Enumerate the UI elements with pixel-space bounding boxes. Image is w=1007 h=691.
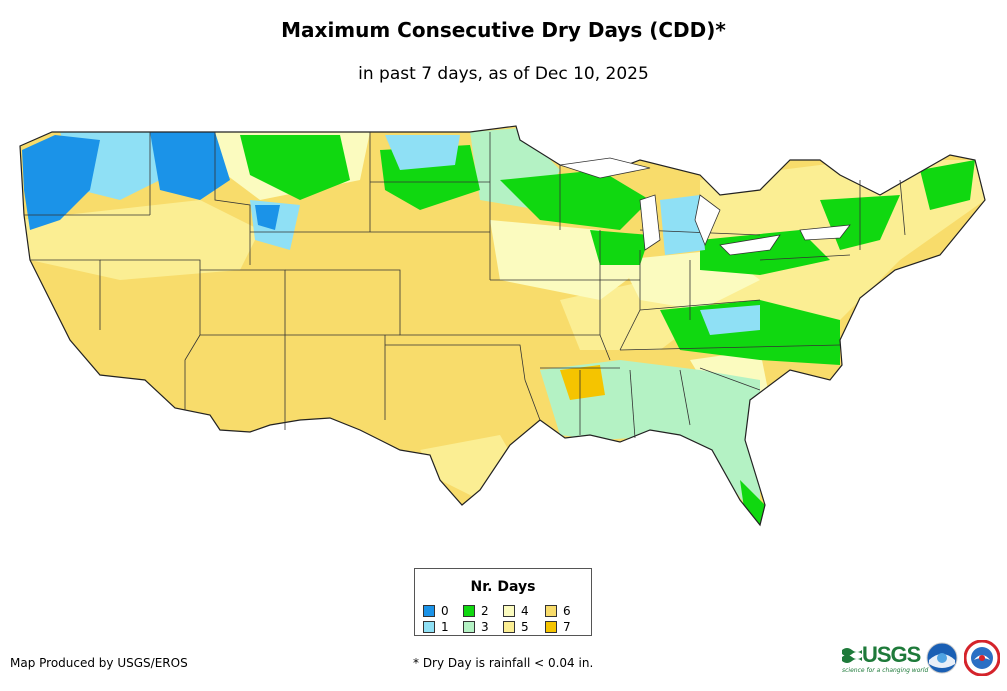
legend-label: 6 bbox=[563, 603, 571, 618]
zone-2-days bbox=[700, 230, 830, 275]
legend-label: 2 bbox=[481, 603, 489, 618]
zone-0-days bbox=[255, 205, 280, 230]
legend-swatch bbox=[423, 620, 435, 633]
legend-swatch bbox=[503, 620, 515, 633]
agency-logos: USGS science for a changing world bbox=[842, 640, 1002, 680]
zone-3-days bbox=[540, 360, 760, 525]
legend-item-0: 0 bbox=[423, 603, 449, 618]
map-subtitle: in past 7 days, as of Dec 10, 2025 bbox=[358, 64, 649, 84]
legend-item-2: 2 bbox=[463, 603, 489, 618]
us-dry-days-map bbox=[19, 125, 986, 527]
legend-label: 1 bbox=[441, 619, 449, 634]
usgs-logo-mark-icon bbox=[842, 648, 862, 663]
footnote-text: * Dry Day is rainfall < 0.04 in. bbox=[413, 656, 594, 670]
legend-swatch bbox=[463, 604, 475, 617]
usgs-tagline: science for a changing world bbox=[842, 667, 929, 674]
state-boundaries bbox=[24, 132, 906, 439]
legend-label: 3 bbox=[481, 619, 489, 634]
noaa-logo-icon bbox=[926, 642, 958, 674]
nws-logo-icon bbox=[964, 640, 1000, 676]
map-title: Maximum Consecutive Dry Days (CDD)* bbox=[281, 18, 726, 42]
usgs-logo-text: USGS bbox=[862, 642, 921, 667]
legend-swatch bbox=[463, 620, 475, 633]
legend-swatch bbox=[503, 604, 515, 617]
credit-text: Map Produced by USGS/EROS bbox=[10, 656, 188, 670]
zone-2-days bbox=[590, 230, 650, 265]
legend-item-7: 7 bbox=[545, 619, 571, 634]
zone-2-days bbox=[500, 170, 650, 230]
legend-item-4: 4 bbox=[503, 603, 529, 618]
legend-swatch bbox=[545, 604, 557, 617]
us-outline bbox=[19, 125, 986, 527]
legend-swatch bbox=[545, 620, 557, 633]
legend-label: 7 bbox=[563, 619, 571, 634]
legend-item-3: 3 bbox=[463, 619, 489, 634]
zone-5-days bbox=[700, 160, 985, 340]
zone-2-days bbox=[920, 160, 975, 210]
legend-item-1: 1 bbox=[423, 619, 449, 634]
legend-label: 5 bbox=[521, 619, 529, 634]
great-lakes bbox=[559, 157, 851, 256]
zone-1-day bbox=[700, 305, 760, 335]
zone-1-day bbox=[385, 135, 460, 170]
legend-item-5: 5 bbox=[503, 619, 529, 634]
legend-label: 4 bbox=[521, 603, 529, 618]
legend-label: 0 bbox=[441, 603, 449, 618]
zone-0-days bbox=[150, 132, 230, 200]
zone-1-day bbox=[660, 195, 705, 255]
zone-0-days bbox=[22, 135, 100, 230]
legend-title: Nr. Days bbox=[470, 579, 536, 595]
legend-swatch bbox=[423, 604, 435, 617]
zone-2-days bbox=[240, 135, 350, 200]
legend-item-6: 6 bbox=[545, 603, 571, 618]
zone-7-days bbox=[560, 365, 605, 400]
